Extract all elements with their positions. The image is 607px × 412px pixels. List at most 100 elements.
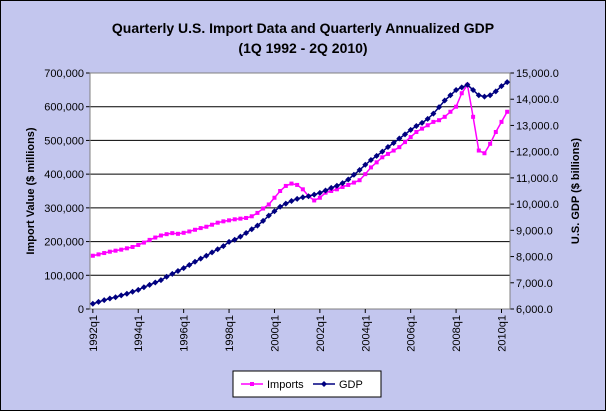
data-point	[89, 300, 96, 307]
data-point	[334, 187, 339, 192]
x-tick-label: 1994q1	[133, 315, 145, 352]
data-point	[368, 165, 373, 170]
data-point	[300, 187, 305, 192]
data-point	[113, 248, 118, 253]
data-point	[397, 145, 402, 150]
data-point	[453, 87, 460, 94]
data-point	[464, 81, 471, 88]
plot-border	[89, 72, 511, 310]
data-point	[350, 171, 357, 178]
data-point	[129, 288, 136, 295]
data-point	[102, 251, 107, 256]
data-point	[475, 92, 482, 99]
data-point	[209, 249, 216, 256]
data-point	[231, 236, 238, 243]
y2-axis-title: U.S. GDP ($ billions)	[570, 138, 582, 244]
y2-tick-label: 6,000.0	[516, 304, 553, 316]
data-point	[295, 182, 300, 187]
data-point	[158, 233, 163, 238]
data-point	[198, 226, 203, 231]
data-point	[266, 202, 271, 207]
data-point	[282, 200, 289, 207]
data-point	[407, 126, 414, 133]
data-point	[237, 233, 244, 240]
data-point	[492, 88, 499, 95]
data-point	[424, 115, 431, 122]
x-tick-label: 1996q1	[179, 315, 191, 352]
y-tick-label: 200,000	[44, 237, 84, 249]
data-point	[140, 284, 147, 291]
data-point	[215, 220, 220, 225]
data-point	[414, 130, 419, 134]
data-point	[112, 294, 119, 301]
data-point	[123, 290, 130, 297]
data-point	[249, 214, 254, 219]
data-point	[294, 195, 301, 202]
y2-tick-label: 11,000.0	[516, 173, 558, 185]
data-point	[180, 265, 187, 272]
data-point	[471, 114, 476, 119]
data-point	[124, 246, 129, 251]
data-point	[135, 286, 142, 293]
data-point	[498, 83, 505, 90]
data-point	[175, 231, 180, 236]
data-point	[379, 148, 386, 155]
data-point	[345, 176, 352, 183]
x-tick-label: 2004q1	[360, 315, 372, 352]
data-point	[482, 151, 487, 156]
data-point	[373, 152, 380, 159]
data-point	[391, 148, 396, 153]
data-point	[181, 230, 186, 235]
data-point	[481, 93, 488, 100]
data-point	[147, 237, 152, 242]
data-point	[470, 87, 477, 94]
data-point	[243, 229, 250, 236]
data-point	[356, 167, 363, 174]
data-point	[390, 140, 397, 147]
data-point	[413, 122, 420, 129]
data-point	[157, 277, 164, 284]
data-point	[95, 298, 102, 305]
y2-tick-label: 9,000.0	[516, 225, 553, 237]
data-point	[278, 189, 283, 193]
data-point	[164, 232, 169, 237]
data-point	[447, 92, 454, 99]
data-point	[329, 189, 334, 193]
data-point	[163, 273, 170, 280]
data-point	[425, 123, 430, 128]
data-point	[283, 183, 288, 188]
data-point	[333, 182, 340, 189]
y2-tick-label: 7,000.0	[516, 278, 553, 290]
data-point	[385, 151, 390, 156]
data-point	[261, 206, 266, 211]
data-point	[402, 131, 408, 138]
x-tick-label: 2008q1	[451, 315, 463, 352]
data-point	[442, 114, 447, 119]
data-point	[403, 140, 407, 145]
x-tick-label: 2002q1	[315, 315, 327, 352]
data-point	[339, 180, 346, 187]
data-point	[193, 227, 197, 232]
data-point	[221, 219, 226, 224]
data-point	[152, 279, 159, 286]
data-point	[420, 126, 425, 131]
data-point	[312, 198, 317, 203]
y2-tick-label: 15,000.0	[516, 68, 559, 80]
data-point	[317, 195, 322, 200]
data-point	[454, 104, 459, 109]
legend-label: Imports	[267, 379, 304, 391]
data-point	[106, 295, 113, 302]
x-tick-label: 2006q1	[406, 315, 418, 352]
y2-tick-label: 8,000.0	[516, 252, 553, 264]
data-point	[396, 135, 403, 142]
data-point	[250, 382, 254, 386]
y-tick-label: 100,000	[44, 270, 84, 282]
data-point	[476, 148, 481, 153]
data-point	[504, 79, 511, 86]
data-point	[346, 182, 351, 187]
data-point	[419, 119, 426, 126]
data-point	[141, 240, 146, 245]
data-point	[146, 281, 153, 288]
data-point	[357, 178, 362, 183]
data-point	[351, 180, 356, 185]
